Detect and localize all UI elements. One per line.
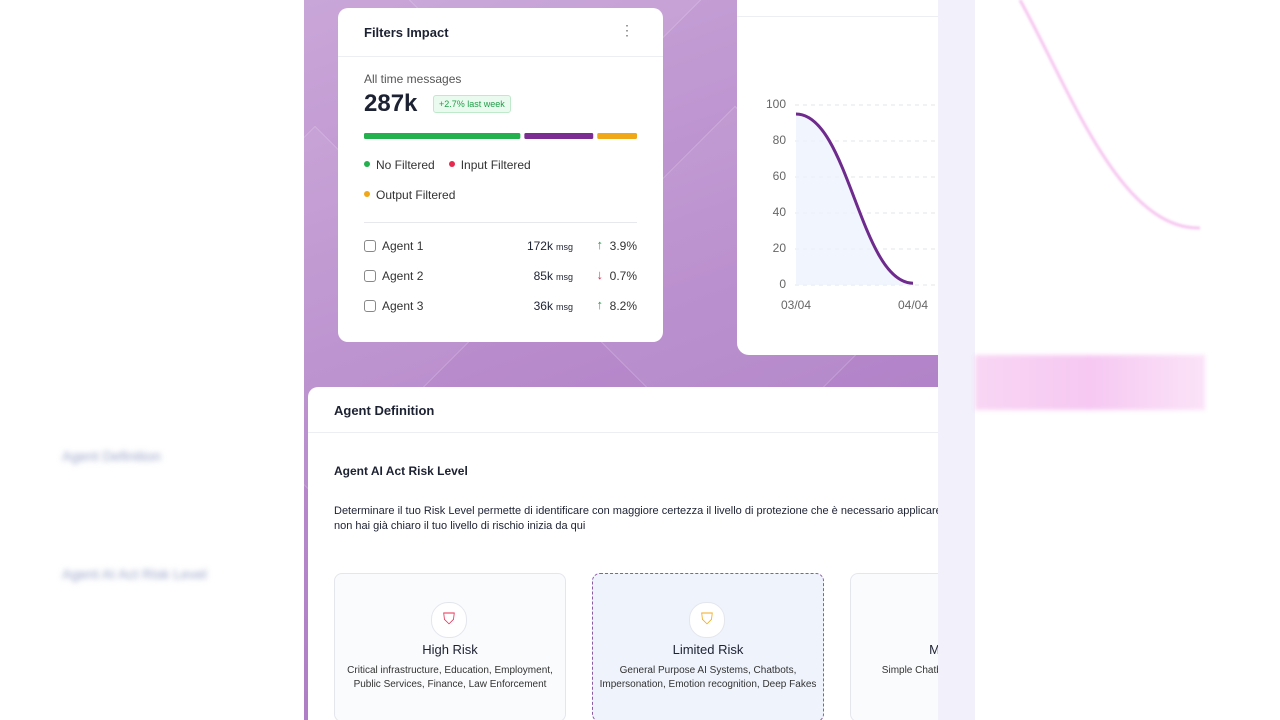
risk-desc: Public Services, Finance, Law Enforcemen… bbox=[353, 679, 547, 690]
bar-segment bbox=[364, 133, 521, 139]
agent-name: Agent 1 bbox=[382, 239, 424, 253]
legend-item: Input Filtered bbox=[448, 158, 531, 172]
legend-dot bbox=[364, 161, 370, 167]
description: Determinare il tuo Risk Level permette d… bbox=[334, 505, 938, 517]
line-series bbox=[795, 112, 914, 285]
x-tick-label: 04/04 bbox=[898, 298, 928, 312]
y-tick-label: 80 bbox=[773, 133, 787, 147]
agent-value: 36k msg bbox=[534, 299, 573, 313]
risk-card[interactable]: ⛉ Limited Risk General Purpose AI Systems,… bbox=[592, 573, 824, 720]
value: 172k bbox=[526, 239, 553, 253]
agent-row: Agent 2 85k msg ↓ 0.7% bbox=[364, 267, 637, 289]
line-chart: 0 20 40 60 80 100 03/04 04/04 bbox=[766, 97, 938, 312]
blurred-heading: Agent Definition bbox=[62, 448, 161, 464]
card-title: Filters Impact bbox=[364, 25, 449, 40]
y-tick-label: 100 bbox=[766, 97, 786, 111]
agent-icon bbox=[364, 240, 376, 252]
unit: msg bbox=[555, 302, 573, 312]
legend-dot bbox=[448, 161, 455, 167]
x-tick-label: 03/04 bbox=[781, 298, 811, 312]
trend-arrow: ↑ bbox=[596, 237, 604, 252]
risk-desc: Simple Chatbots, Spam Filters, Image bbox=[881, 665, 938, 676]
risk-desc: Impersonation, Emotion recognition, Deep… bbox=[599, 679, 817, 690]
agent-row: Agent 1 172k msg ↑ 3.9% bbox=[364, 237, 637, 259]
risk-card[interactable]: ⛉ High Risk Critical infrastructure, Educa… bbox=[334, 573, 566, 720]
risk-title: High Risk bbox=[422, 642, 478, 657]
dashboard: Filters Impact ⋮ All time messages 287k … bbox=[304, 0, 938, 720]
unit: msg bbox=[555, 242, 573, 252]
trend-arrow: ↑ bbox=[596, 297, 604, 312]
badge: +2.7% last week bbox=[433, 95, 511, 113]
filters-card: Filters Impact ⋮ All time messages 287k … bbox=[338, 8, 663, 342]
risk-desc: General Purpose AI Systems, Chatbots, bbox=[619, 665, 797, 676]
risk-icon: ⛉ bbox=[689, 602, 725, 638]
blurred-bar bbox=[975, 355, 1205, 410]
distribution-bar bbox=[364, 133, 637, 139]
agent-name: Agent 2 bbox=[382, 269, 424, 283]
risk-icon: ⛉ bbox=[431, 602, 467, 638]
chart-card: 0 20 40 60 80 100 03/04 04/04 bbox=[737, 0, 938, 355]
legend-label: Input Filtered bbox=[460, 158, 531, 172]
section-title: Agent AI Act Risk Level bbox=[334, 464, 468, 478]
agent-value: 172k msg bbox=[527, 239, 573, 253]
change: 3.9% bbox=[609, 239, 637, 253]
legend-item: No Filtered bbox=[364, 158, 435, 172]
unit: msg bbox=[555, 272, 573, 282]
change: 8.2% bbox=[609, 299, 637, 313]
risk-title: Minimal Risk bbox=[851, 642, 938, 657]
agent-name: Agent 3 bbox=[382, 299, 424, 313]
y-tick-label: 40 bbox=[773, 205, 787, 219]
side-strip bbox=[938, 0, 975, 720]
legend: No Filtered Input Filtered Output Filtered bbox=[364, 158, 644, 218]
legend-label: Output Filtered bbox=[376, 188, 456, 202]
agent-icon bbox=[364, 270, 376, 282]
legend-label: No Filtered bbox=[376, 158, 435, 172]
y-tick-label: 0 bbox=[779, 277, 786, 291]
bar-segment bbox=[524, 133, 594, 139]
blurred-curve bbox=[1018, 0, 1201, 230]
blurred-heading: Agent AI Act Risk Level bbox=[62, 566, 207, 582]
agent-icon bbox=[364, 300, 376, 312]
trend-arrow: ↓ bbox=[596, 267, 604, 282]
bar-segment bbox=[597, 133, 637, 139]
panel-title: Agent Definition bbox=[334, 403, 435, 418]
description: non hai già chiaro il tuo livello di ris… bbox=[334, 520, 586, 532]
risk-desc: Recognition bbox=[851, 679, 938, 690]
risk-card[interactable]: ⛉Minimal RiskSimple Chatbots, Spam Filte… bbox=[850, 573, 938, 720]
risk-title: Limited Risk bbox=[672, 642, 744, 657]
legend-dot bbox=[364, 191, 370, 197]
value: 36k bbox=[533, 299, 553, 313]
menu-button[interactable]: ⋮ bbox=[620, 22, 634, 38]
agent-value: 85k msg bbox=[534, 269, 573, 283]
total: 287k bbox=[364, 90, 418, 117]
y-tick-label: 60 bbox=[773, 169, 787, 183]
y-tick-label: 20 bbox=[773, 241, 787, 255]
value: 85k bbox=[533, 269, 553, 283]
subtitle: All time messages bbox=[364, 72, 462, 86]
agent-row: Agent 3 36k msg ↑ 8.2% bbox=[364, 297, 637, 319]
change: 0.7% bbox=[609, 269, 637, 283]
risk-desc: Critical infrastructure, Education, Empl… bbox=[347, 665, 553, 676]
legend-item: Output Filtered bbox=[364, 188, 455, 202]
